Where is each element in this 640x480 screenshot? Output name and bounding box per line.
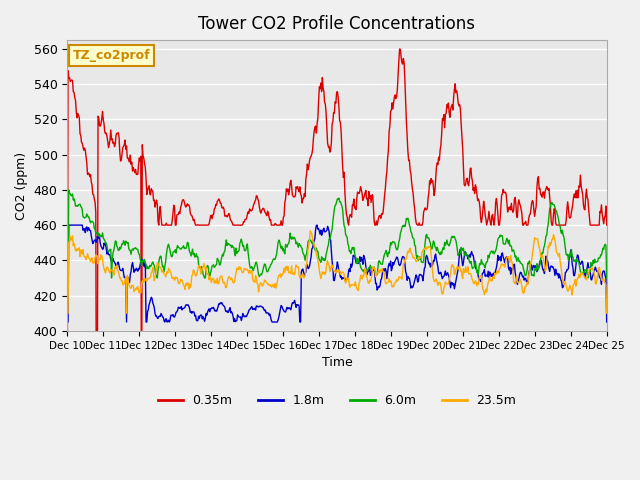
0.35m	[420, 209, 428, 215]
Line: 23.5m: 23.5m	[67, 231, 607, 313]
23.5m	[403, 252, 411, 257]
6.0m	[129, 247, 137, 253]
23.5m	[419, 248, 427, 253]
1.8m	[184, 302, 192, 308]
1.8m	[129, 264, 137, 270]
Line: 0.35m: 0.35m	[67, 49, 607, 480]
0.35m	[129, 165, 137, 170]
0.35m	[603, 222, 611, 228]
23.5m	[603, 311, 611, 316]
1.8m	[74, 222, 82, 228]
0.35m	[396, 46, 403, 52]
23.5m	[307, 228, 314, 234]
0.35m	[63, 388, 71, 394]
1.8m	[63, 319, 71, 325]
6.0m	[184, 240, 192, 245]
23.5m	[129, 283, 136, 288]
23.5m	[212, 280, 220, 286]
Line: 1.8m: 1.8m	[67, 225, 607, 322]
Title: Tower CO2 Profile Concentrations: Tower CO2 Profile Concentrations	[198, 15, 476, 33]
1.8m	[212, 308, 220, 314]
23.5m	[63, 311, 71, 316]
0.35m	[184, 203, 192, 208]
0.35m	[212, 202, 220, 208]
Line: 6.0m: 6.0m	[67, 190, 607, 278]
6.0m	[419, 260, 427, 265]
Y-axis label: CO2 (ppm): CO2 (ppm)	[15, 151, 28, 219]
23.5m	[73, 246, 81, 252]
0.35m	[404, 148, 412, 154]
1.8m	[419, 278, 427, 284]
1.8m	[65, 222, 72, 228]
1.8m	[403, 277, 411, 283]
X-axis label: Time: Time	[322, 356, 353, 369]
6.0m	[212, 262, 220, 267]
1.8m	[603, 319, 611, 325]
23.5m	[184, 280, 191, 286]
6.0m	[403, 216, 411, 222]
0.35m	[73, 115, 81, 120]
Legend: 0.35m, 1.8m, 6.0m, 23.5m: 0.35m, 1.8m, 6.0m, 23.5m	[152, 389, 522, 412]
6.0m	[65, 187, 72, 193]
6.0m	[74, 204, 82, 209]
Text: TZ_co2prof: TZ_co2prof	[73, 49, 150, 62]
6.0m	[63, 275, 71, 281]
6.0m	[603, 275, 611, 281]
